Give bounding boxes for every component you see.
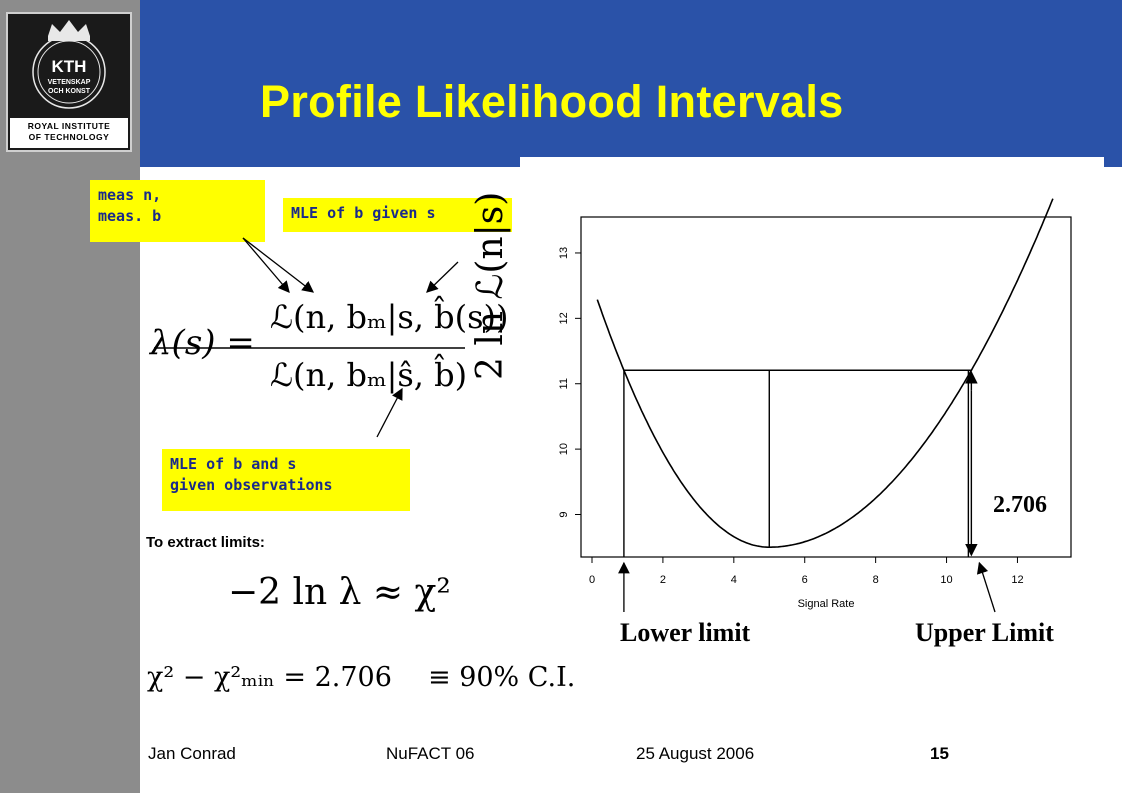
- logo-caption: ROYAL INSTITUTE OF TECHNOLOGY: [10, 118, 128, 148]
- svg-text:OCH KONST: OCH KONST: [48, 88, 91, 95]
- y-tick-label: 11: [558, 378, 570, 389]
- callout-meas-line1: meas n,: [98, 186, 162, 204]
- upper-limit-label: Upper Limit: [915, 618, 1054, 647]
- page-title: Profile Likelihood Intervals: [260, 76, 844, 127]
- y-tick-label: 12: [558, 312, 570, 324]
- callout-mle-b-and-s: MLE of b and s given observations: [162, 449, 410, 511]
- crown-emblem-icon: KTH VETENSKAP OCH KONST: [32, 20, 106, 109]
- x-tick-label: 12: [1011, 574, 1023, 586]
- formula-approx: −2 ln λ ≈ χ²: [228, 572, 451, 613]
- delta-label: 2.706: [993, 492, 1047, 518]
- formula-chi-diff: χ² − χ²ₘᵢₙ = 2.706: [147, 662, 392, 693]
- footer-event: NuFACT 06: [386, 744, 475, 763]
- y-tick-label: 13: [558, 247, 570, 259]
- x-tick-label: 6: [802, 574, 808, 586]
- plot-frame: [580, 216, 1072, 558]
- x-ticks: 0 2 4 6 8 10 12: [589, 557, 1024, 586]
- footer-author: Jan Conrad: [148, 744, 236, 763]
- formula-equiv: ≡ 90% C.I.: [428, 662, 576, 693]
- x-tick-label: 10: [940, 574, 952, 586]
- upper-limit-pointer: [976, 561, 996, 613]
- y-tick-label: 10: [558, 443, 570, 455]
- svg-text:KTH: KTH: [52, 57, 87, 76]
- x-tick-label: 2: [660, 574, 666, 586]
- callout-meas-line2: meas. b: [98, 207, 162, 225]
- logo-caption-line2: OF TECHNOLOGY: [28, 132, 110, 142]
- x-tick-label: 4: [731, 574, 737, 586]
- chart-xlabel: Signal Rate: [798, 598, 855, 610]
- footer-page-number: 15: [930, 744, 949, 763]
- callout-mle-bs-line1: MLE of b and s: [170, 455, 297, 473]
- callout-meas: meas n, meas. b: [90, 180, 265, 242]
- callout-mle-given-s: MLE of b given s: [283, 198, 512, 232]
- plot-top-strip: [520, 157, 1104, 167]
- y-ticks: 9 10 11 12 13: [558, 247, 581, 518]
- formula-numerator: ℒ(n, bₘ|s, b̂(s)): [270, 298, 509, 336]
- x-tick-label: 8: [873, 574, 879, 586]
- svg-text:VETENSKAP: VETENSKAP: [48, 79, 91, 86]
- extract-limits-label: To extract limits:: [146, 534, 265, 551]
- x-tick-label: 0: [589, 574, 595, 586]
- formula-denominator: ℒ(n, bₘ|ŝ, b̂): [270, 356, 468, 394]
- header-bar: [140, 0, 1122, 167]
- lambda-lhs: λ(s) =: [150, 323, 255, 363]
- y-tick-label: 9: [558, 511, 570, 517]
- footer-date: 25 August 2006: [636, 744, 755, 763]
- kth-logo: KTH VETENSKAP OCH KONST ROYAL INSTITUTE …: [6, 12, 132, 152]
- logo-caption-line1: ROYAL INSTITUTE: [27, 121, 111, 131]
- lower-limit-label: Lower limit: [620, 618, 751, 647]
- callout-mle-bs-line2: given observations: [170, 476, 333, 494]
- likelihood-curve: [596, 198, 1054, 548]
